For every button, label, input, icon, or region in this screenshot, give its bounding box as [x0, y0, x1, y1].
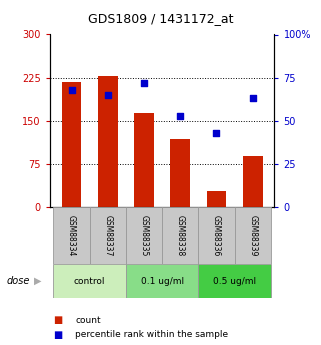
- Text: percentile rank within the sample: percentile rank within the sample: [75, 330, 229, 339]
- Point: [69, 87, 74, 92]
- Bar: [198, 207, 235, 264]
- Bar: [162, 207, 198, 264]
- Bar: [62, 82, 82, 207]
- Bar: [206, 191, 226, 207]
- Text: ■: ■: [53, 330, 62, 339]
- Bar: [98, 76, 118, 207]
- Text: control: control: [74, 277, 105, 286]
- Text: GDS1809 / 1431172_at: GDS1809 / 1431172_at: [88, 12, 233, 25]
- Text: GSM88334: GSM88334: [67, 215, 76, 256]
- Point: [105, 92, 110, 98]
- Text: 0.1 ug/ml: 0.1 ug/ml: [141, 277, 184, 286]
- Text: dose: dose: [6, 276, 30, 286]
- Bar: [90, 207, 126, 264]
- Point: [214, 130, 219, 136]
- Point: [178, 113, 183, 118]
- Text: ■: ■: [53, 315, 62, 325]
- Bar: [53, 207, 90, 264]
- Point: [142, 80, 147, 86]
- Bar: [134, 113, 154, 207]
- Bar: [126, 207, 162, 264]
- Bar: [198, 264, 271, 298]
- Point: [250, 96, 255, 101]
- Bar: [126, 264, 198, 298]
- Text: count: count: [75, 316, 101, 325]
- Text: ▶: ▶: [34, 276, 41, 286]
- Bar: [170, 139, 190, 207]
- Bar: [235, 207, 271, 264]
- Bar: [243, 156, 263, 207]
- Text: GSM88335: GSM88335: [140, 215, 149, 256]
- Text: GSM88339: GSM88339: [248, 215, 257, 256]
- Text: GSM88336: GSM88336: [212, 215, 221, 256]
- Bar: [53, 264, 126, 298]
- Text: 0.5 ug/ml: 0.5 ug/ml: [213, 277, 256, 286]
- Text: GSM88337: GSM88337: [103, 215, 112, 256]
- Text: GSM88338: GSM88338: [176, 215, 185, 256]
